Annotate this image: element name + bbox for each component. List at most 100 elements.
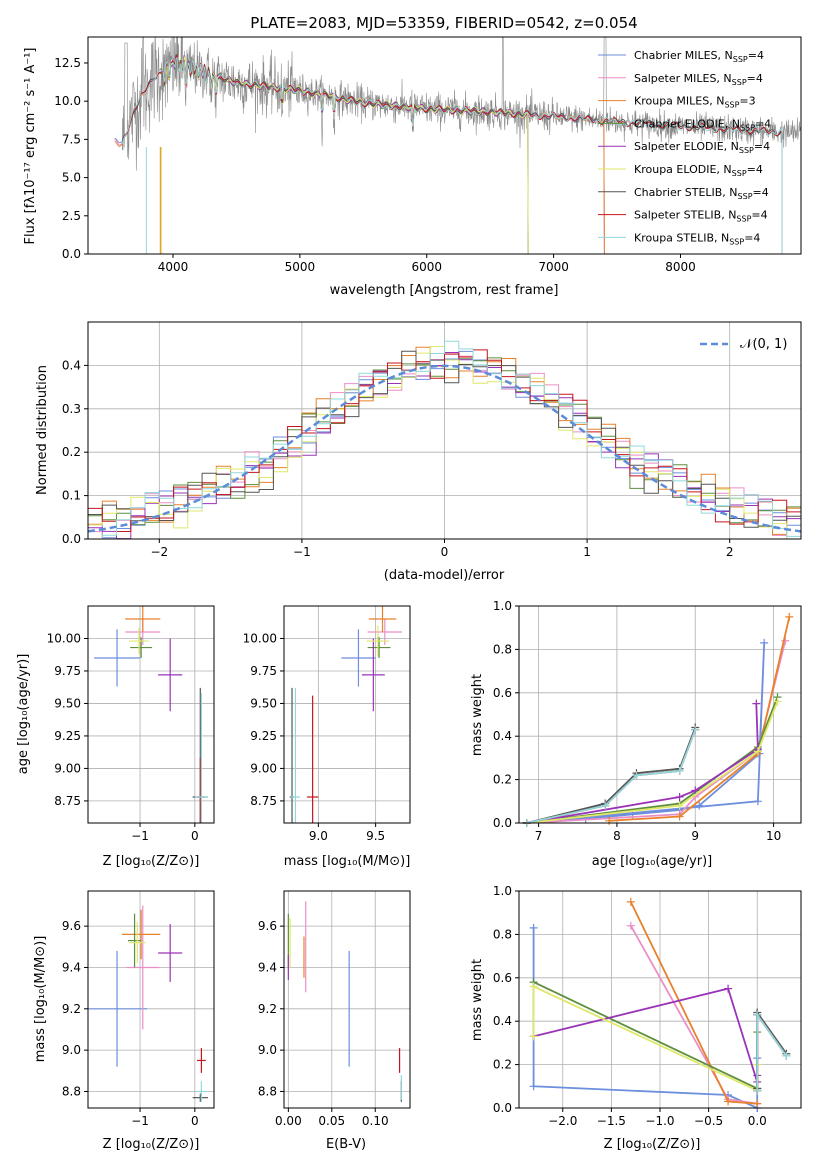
weight-vs-Z-line-kroupa-elodie [532,985,759,1093]
weight-vs-Z-xtick-label: −1.0 [645,1114,674,1128]
weight-vs-age-ytick-label: 0.0 [493,816,512,830]
age-vs-mass-ytick-label: 9.25 [250,729,277,743]
weight-vs-Z-panel: Z [log₁₀(Z/Z⊙)] mass weight −2.0 −1.5 −1.0… [470,884,802,1152]
weight-vs-age-marker [760,638,769,647]
mass-vs-Z-frame [87,890,215,1109]
weight-vs-Z-marker [753,1010,762,1019]
weight-vs-age-line-salpeter-miles [526,640,787,823]
spectrum-model-chabrier-miles [114,52,605,254]
weight-vs-age-marker [601,801,610,810]
spectrum-legend-label: Salpeter ELODIE, NSSP=4 [634,140,770,155]
age-vs-Z-ytick-label: 9.50 [54,696,81,710]
weight-vs-age-xlabel: age [log₁₀(age/yr)] [592,854,713,869]
spectrum-legend-label: Kroupa ELODIE, NSSP=4 [634,163,763,178]
mass-vs-Z-ytick-label: 9.4 [62,960,81,974]
weight-vs-Z-line-kroupa-stelib [756,1011,788,1091]
weight-vs-Z-ytick-label: 0.0 [493,1101,512,1115]
spectrum-ylabel: Flux [fλ10⁻¹⁷ erg cm⁻² s⁻¹ A⁻¹] [23,48,38,245]
spectrum-legend-label: Chabrier MILES, NSSP=4 [634,49,764,64]
residuals-xtick-label: 1 [583,545,591,559]
spectrum-ytick-label: 2.5 [62,209,81,223]
residuals-xtick-label: −2 [150,545,168,559]
mass-vs-Z-xlabel: Z [log₁₀(Z/Z⊙)] [103,1137,200,1152]
weight-vs-age-xtick-label: 7 [535,829,543,843]
mass-vs-EBV-xtick-label: 0.00 [275,1114,302,1128]
weight-vs-Z-marker [753,1086,762,1095]
weight-vs-age-line-chabrier-miles [526,642,766,823]
age-vs-Z-xtick-label: 0 [191,829,199,843]
age-vs-Z-panel: Z [log₁₀(Z/Z⊙)] age [log₁₀(age/yr)] −1 0 8… [16,605,215,869]
weight-vs-Z-xtick-label: −2.0 [548,1114,577,1128]
residuals-xtick-label: 2 [726,545,734,559]
mass-vs-EBV-xtick-label: 0.10 [362,1114,389,1128]
weight-vs-age-ylabel: mass weight [470,674,485,756]
spectrum-model-salpeter-miles [114,54,605,254]
mass-vs-EBV-frame [283,890,411,1109]
weight-vs-age-ytick-label: 0.6 [493,686,512,700]
mass-vs-EBV-ytick-label: 9.6 [258,919,277,933]
weight-vs-age-marker [752,699,761,708]
weight-vs-age-panel: age [log₁₀(age/yr)] mass weight 7 8 9 10 0.0… [470,599,802,869]
spectrum-xtick-label: 8000 [665,260,696,274]
weight-vs-Z-marker [529,982,538,991]
spectrum-panel: PLATE=2083, MJD=53359, FIBERID=0542, z=0… [23,14,802,298]
mass-vs-Z-ytick-label: 9.0 [62,1043,81,1057]
age-vs-Z-ytick-label: 9.00 [54,761,81,775]
mass-vs-EBV-panel: E(B-V) 0.00 0.05 0.10 8.8 9.0 9.2 9.4 9.6 [258,890,411,1152]
residuals-xlabel: (data-model)/error [384,568,505,583]
residuals-ylabel: Normed distribution [35,365,50,495]
weight-vs-age-xtick-label: 8 [613,829,621,843]
mass-vs-EBV-xtick-label: 0.05 [318,1114,345,1128]
residuals-panel: (data-model)/error Normed distribution 𝒩… [35,321,802,583]
spectrum-ytick-label: 7.5 [62,132,81,146]
age-vs-mass-ytick-label: 9.00 [250,761,277,775]
mass-vs-Z-ylabel: mass [log₁₀(M/M⊙)] [33,936,48,1063]
weight-vs-Z-marker [529,1082,538,1091]
residuals-ytick-label: 0.3 [62,402,81,416]
weight-vs-Z-marker [529,1032,538,1041]
weight-vs-age-marker [675,801,684,810]
mass-vs-Z-xtick-label: 0 [191,1114,199,1128]
weight-vs-age-marker [753,747,762,756]
weight-vs-Z-xtick-label: 0.0 [748,1114,767,1128]
weight-vs-Z-line-salpeter-miles [630,925,758,1105]
age-vs-Z-xtick-label: −1 [131,829,149,843]
age-vs-mass-frame [283,605,411,824]
spectrum-legend-label: Kroupa MILES, NSSP=3 [634,95,756,110]
residuals-xtick-label: −1 [293,545,311,559]
weight-vs-age-marker [785,612,794,621]
mass-vs-Z-ytick-label: 9.2 [62,1002,81,1016]
residuals-gaussian-curve [88,364,801,533]
weight-vs-age-marker [691,786,700,795]
age-vs-mass-xlabel: mass [log₁₀(M/M⊙)] [284,854,411,869]
age-vs-mass-panel: mass [log₁₀(M/M⊙)] 9.0 9.5 8.75 9.00 9.25 9.5… [243,605,411,869]
age-vs-Z-ytick-label: 10.00 [47,631,81,645]
weight-vs-Z-ylabel: mass weight [470,959,485,1041]
weight-vs-age-line-kroupa-elodie [526,701,779,823]
residuals-ytick-label: 0.2 [62,445,81,459]
weight-vs-age-marker [773,697,782,706]
weight-vs-Z-marker [626,897,635,906]
weight-vs-Z-xlabel: Z [log₁₀(Z/Z⊙)] [604,1137,701,1152]
residuals-ytick-label: 0.4 [62,358,81,372]
mass-vs-Z-xtick-label: −1 [131,1114,149,1128]
weight-vs-Z-ytick-label: 0.4 [493,1014,512,1028]
weight-vs-Z-ytick-label: 0.6 [493,971,512,985]
weight-vs-age-marker [691,725,700,734]
spectrum-ytick-label: 0.0 [62,247,81,261]
weight-vs-Z-marker [529,923,538,932]
weight-vs-Z-ytick-label: 1.0 [493,884,512,898]
spectrum-legend-label: Salpeter MILES, NSSP=4 [634,72,763,87]
spectrum-xtick-label: 4000 [158,260,189,274]
spectrum-model-salpeter-stelib [121,54,783,254]
weight-vs-age-line-kroupa-miles [609,616,791,822]
age-vs-mass-ytick-label: 8.75 [250,794,277,808]
spectrum-xtick-label: 6000 [411,260,442,274]
weight-vs-Z-line-salpeter-stelib [756,1011,788,1091]
spectrum-model-kroupa-elodie [159,53,529,254]
weight-vs-age-marker [675,792,684,801]
spectrum-model-kroupa-stelib [121,56,783,254]
age-vs-mass-ytick-label: 9.75 [250,664,277,678]
mass-vs-EBV-ytick-label: 9.4 [258,960,277,974]
weight-vs-age-marker [675,766,684,775]
